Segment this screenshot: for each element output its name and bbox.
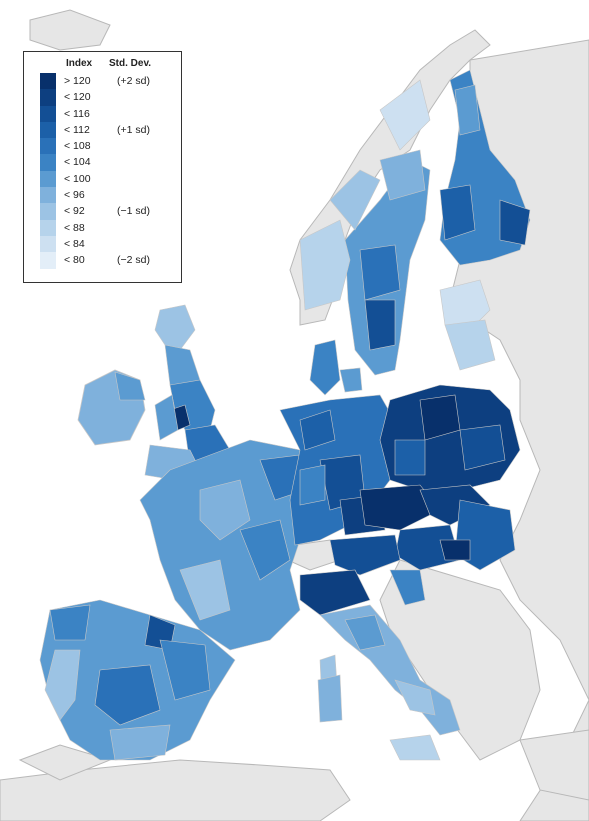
legend-sd: (+2 sd) [117, 75, 150, 87]
legend-col-index: Index [66, 58, 93, 69]
legend-col-sd: Std. Dev. [109, 58, 152, 69]
legend-swatch [40, 138, 56, 155]
legend-label: < 84 [64, 237, 85, 250]
iberia [39, 599, 236, 761]
turkey [519, 729, 589, 801]
legend-label: < 112 [64, 123, 90, 136]
north-africa [0, 759, 351, 821]
legend-swatch [40, 203, 56, 220]
legend-label: < 100 [64, 172, 91, 185]
france [139, 439, 311, 651]
baltics [439, 279, 496, 371]
legend-swatch [40, 73, 56, 90]
legend-swatch [40, 170, 56, 188]
legend-label: < 80 [64, 254, 85, 267]
adriatic-east [389, 569, 426, 606]
legend-label: < 88 [64, 221, 85, 234]
legend-swatch [40, 121, 56, 139]
legend-row: < 88 [24, 219, 181, 236]
legend-label: < 116 [64, 107, 90, 120]
legend-label: < 92 [64, 205, 85, 218]
legend-label: < 104 [64, 156, 91, 169]
legend-row: < 120 [24, 89, 181, 106]
central-europe [279, 394, 401, 546]
denmark [309, 339, 363, 396]
sweden [344, 149, 431, 376]
alps [299, 534, 401, 616]
legend-row: < 104 [24, 154, 181, 171]
legend-swatch [40, 187, 56, 204]
legend-row: < 116 [24, 105, 181, 122]
legend-sd: (−1 sd) [117, 205, 150, 218]
legend-swatch [40, 252, 56, 269]
legend-header: Index Std. Dev. [24, 58, 181, 72]
legend-label: < 108 [64, 140, 91, 153]
legend-row: < 100 [24, 170, 181, 188]
legend-swatch [40, 219, 56, 236]
legend-row: < 84 [24, 235, 181, 253]
legend-row: < 108 [24, 138, 181, 155]
legend-swatch [40, 89, 56, 106]
east-central [359, 484, 516, 571]
legend-row: < 112 (+1 sd) [24, 121, 181, 139]
legend-row: > 120 (+2 sd) [24, 73, 181, 90]
legend-row: < 96 [24, 187, 181, 204]
legend-swatch [40, 235, 56, 253]
legend-swatch [40, 154, 56, 171]
poland [379, 384, 521, 491]
italy [317, 604, 461, 761]
legend-sd: (+1 sd) [117, 123, 150, 136]
legend-sd: (−2 sd) [117, 254, 150, 267]
legend-row: < 92 (−1 sd) [24, 203, 181, 220]
map-legend: Index Std. Dev. > 120 (+2 sd) < 120 < 116 < … [23, 51, 182, 283]
iceland [29, 9, 111, 51]
legend-label: > 120 [64, 75, 91, 87]
norway-regions [299, 79, 431, 311]
ireland-east [114, 371, 146, 401]
legend-row: < 80 (−2 sd) [24, 252, 181, 269]
legend-rows: > 120 (+2 sd) < 120 < 116 < 112 (+1 sd) < 108 <… [24, 73, 181, 269]
legend-label: < 120 [64, 91, 91, 104]
legend-swatch [40, 105, 56, 122]
finland [439, 69, 531, 266]
legend-label: < 96 [64, 189, 85, 202]
